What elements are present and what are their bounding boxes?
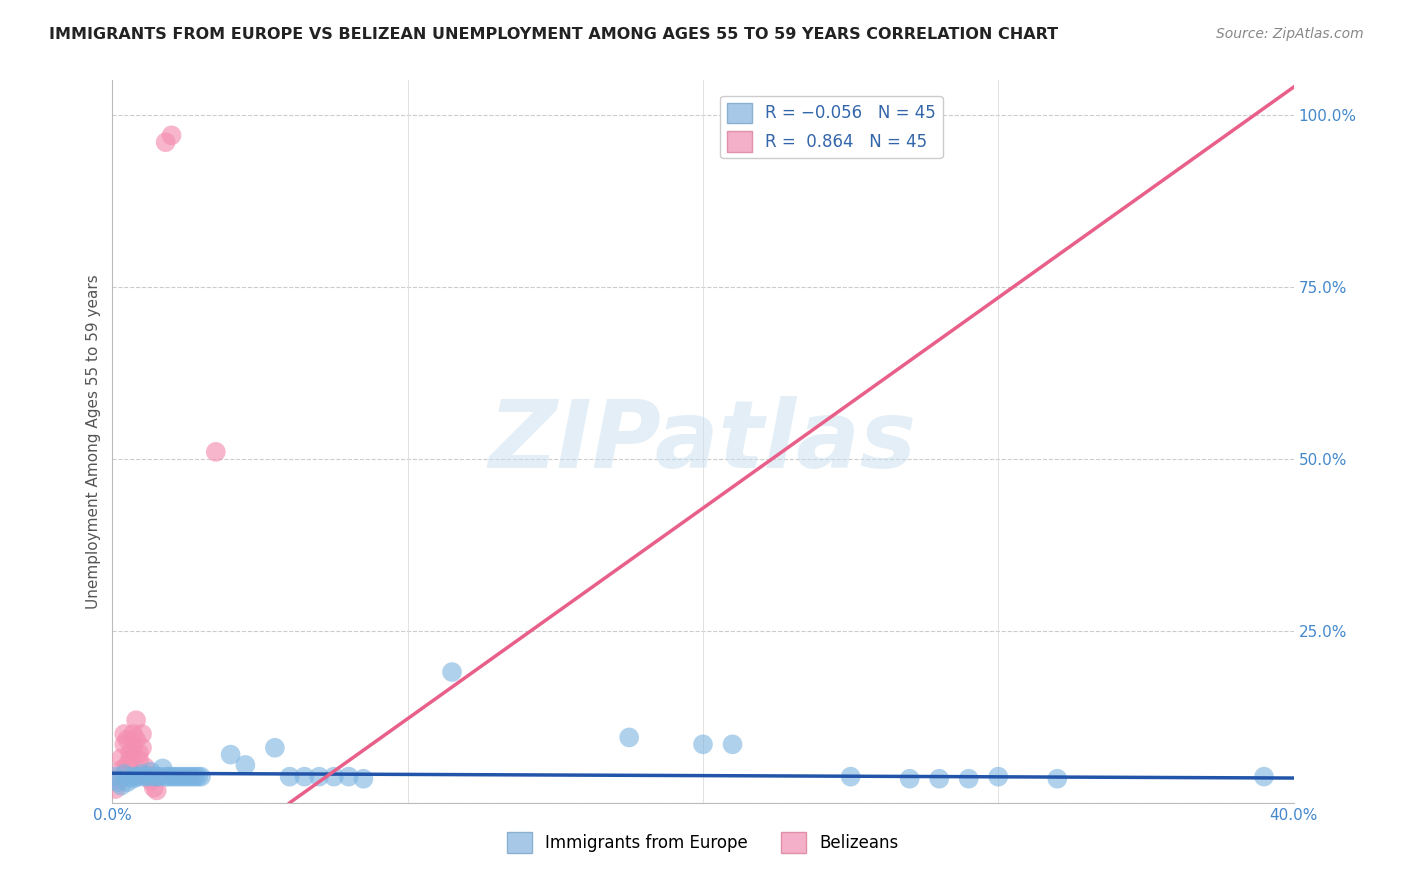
Point	[619, 731, 641, 745]
Point	[128, 746, 150, 760]
Point	[122, 740, 145, 755]
Point	[163, 770, 186, 784]
Point	[928, 772, 950, 786]
Point	[125, 770, 148, 784]
Point	[107, 772, 129, 786]
Text: ZIPatlas: ZIPatlas	[489, 395, 917, 488]
Point	[128, 753, 150, 767]
Point	[146, 783, 169, 797]
Point	[184, 770, 207, 784]
Point	[352, 772, 374, 786]
Point	[441, 665, 464, 679]
Point	[112, 727, 135, 741]
Point	[120, 770, 142, 784]
Point	[181, 770, 204, 784]
Point	[146, 770, 169, 784]
Point	[160, 770, 183, 784]
Point	[337, 770, 360, 784]
Point	[117, 758, 138, 772]
Point	[692, 737, 714, 751]
Point	[117, 775, 138, 789]
Point	[117, 732, 138, 747]
Point	[112, 767, 135, 781]
Point	[264, 740, 287, 755]
Point	[110, 751, 132, 765]
Point	[125, 713, 148, 727]
Point	[120, 746, 142, 760]
Point	[233, 758, 256, 772]
Point	[190, 770, 212, 784]
Point	[131, 727, 153, 741]
Point	[323, 770, 346, 784]
Point	[139, 764, 162, 779]
Point	[136, 770, 159, 784]
Point	[120, 753, 142, 767]
Point	[278, 770, 301, 784]
Point	[721, 737, 744, 751]
Point	[149, 770, 172, 784]
Point	[157, 770, 180, 784]
Point	[987, 770, 1010, 784]
Point	[1046, 772, 1069, 786]
Point	[136, 768, 159, 782]
Point	[179, 770, 201, 784]
Point	[110, 763, 132, 777]
Point	[839, 770, 862, 784]
Point	[131, 767, 153, 781]
Point	[122, 772, 145, 786]
Point	[219, 747, 242, 762]
Point	[122, 727, 145, 741]
Point	[142, 780, 165, 795]
Point	[139, 773, 162, 788]
Point	[134, 760, 156, 774]
Point	[174, 770, 197, 784]
Text: Source: ZipAtlas.com: Source: ZipAtlas.com	[1216, 27, 1364, 41]
Point	[166, 770, 188, 784]
Point	[107, 775, 129, 789]
Y-axis label: Unemployment Among Ages 55 to 59 years: Unemployment Among Ages 55 to 59 years	[86, 274, 101, 609]
Point	[205, 445, 228, 459]
Point	[898, 772, 921, 786]
Point	[1253, 770, 1275, 784]
Point	[957, 772, 980, 786]
Point	[125, 732, 148, 747]
Point	[292, 770, 315, 784]
Point	[152, 761, 174, 775]
Point	[134, 770, 156, 784]
Point	[308, 770, 330, 784]
Text: IMMIGRANTS FROM EUROPE VS BELIZEAN UNEMPLOYMENT AMONG AGES 55 TO 59 YEARS CORREL: IMMIGRANTS FROM EUROPE VS BELIZEAN UNEMP…	[49, 27, 1059, 42]
Point	[169, 770, 191, 784]
Point	[155, 135, 177, 149]
Point	[110, 779, 132, 793]
Point	[142, 770, 165, 784]
Point	[155, 770, 177, 784]
Point	[104, 770, 127, 784]
Point	[128, 770, 150, 784]
Legend: Immigrants from Europe, Belizeans: Immigrants from Europe, Belizeans	[501, 826, 905, 860]
Point	[112, 737, 135, 751]
Point	[187, 770, 209, 784]
Point	[131, 740, 153, 755]
Point	[172, 770, 194, 784]
Point	[160, 128, 183, 143]
Point	[104, 782, 127, 797]
